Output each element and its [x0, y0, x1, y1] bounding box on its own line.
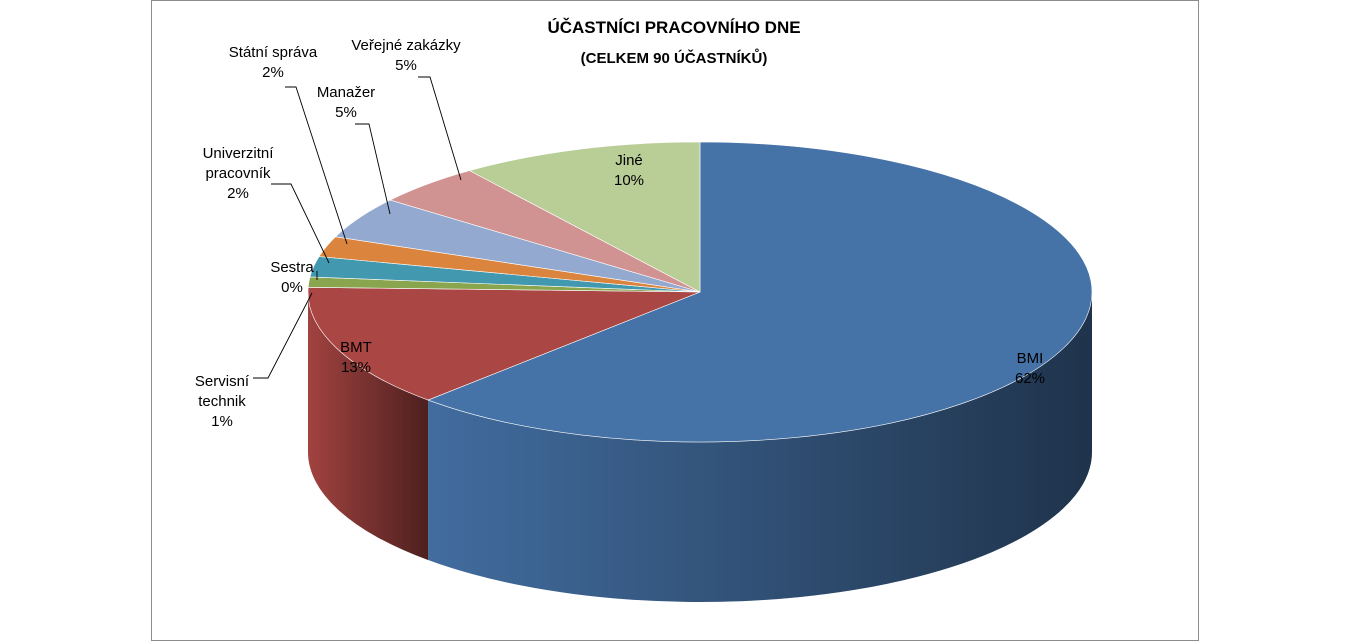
slice-label-name: Univerzitní — [203, 145, 275, 162]
chart-subtitle: (CELKEM 90 ÚČASTNÍKŮ) — [581, 48, 768, 67]
pie-side-0 — [428, 292, 1092, 602]
slice-label-percent: 5% — [395, 57, 417, 74]
slice-label-name: BMT — [340, 339, 372, 356]
slice-label-name: pracovník — [205, 165, 271, 182]
pie-slice-0 — [427, 141, 1093, 443]
slice-label-8: Jiné 10% — [614, 152, 644, 189]
slice-label-name: Servisní — [195, 373, 250, 390]
slice-label-percent: 5% — [335, 104, 357, 121]
slice-label-name: Sestra — [270, 259, 314, 276]
slice-label-7: Veřejné zakázky 5% — [351, 37, 461, 74]
slice-label-percent: 2% — [262, 64, 284, 81]
slice-label-percent: 13% — [341, 359, 371, 376]
leader-line-2 — [253, 292, 313, 379]
slice-label-5: Státní správa 2% — [229, 44, 318, 81]
pie-slice-8 — [468, 141, 701, 293]
slice-label-name: BMI — [1017, 350, 1044, 367]
slice-label-name: Veřejné zakázky — [351, 37, 461, 54]
slice-label-percent: 2% — [227, 185, 249, 202]
slice-label-6: Manažer 5% — [317, 84, 375, 121]
leader-line-6 — [355, 123, 391, 215]
slice-label-percent: 0% — [281, 279, 303, 296]
pie-side-1 — [308, 292, 429, 561]
leader-line-5 — [285, 86, 348, 245]
chart-title: ÚČASTNÍCI PRACOVNÍHO DNE — [547, 18, 800, 37]
leader-line-4 — [271, 183, 330, 264]
slice-label-4: Univerzitní pracovník 2% — [203, 145, 275, 202]
slice-label-name: Manažer — [317, 84, 375, 101]
slice-label-name: technik — [198, 393, 246, 410]
slice-label-1: BMT 13% — [340, 339, 372, 376]
slice-label-2: Servisní technik 1% — [195, 373, 250, 430]
slice-label-percent: 10% — [614, 172, 644, 189]
leader-line-7 — [418, 76, 462, 181]
slice-label-percent: 62% — [1015, 370, 1045, 387]
slice-label-percent: 1% — [211, 413, 233, 430]
slice-label-3: Sestra 0% — [270, 259, 314, 296]
slice-label-name: Státní správa — [229, 44, 318, 61]
slice-label-name: Jiné — [615, 152, 643, 169]
slice-label-0: BMI 62% — [1015, 350, 1045, 387]
